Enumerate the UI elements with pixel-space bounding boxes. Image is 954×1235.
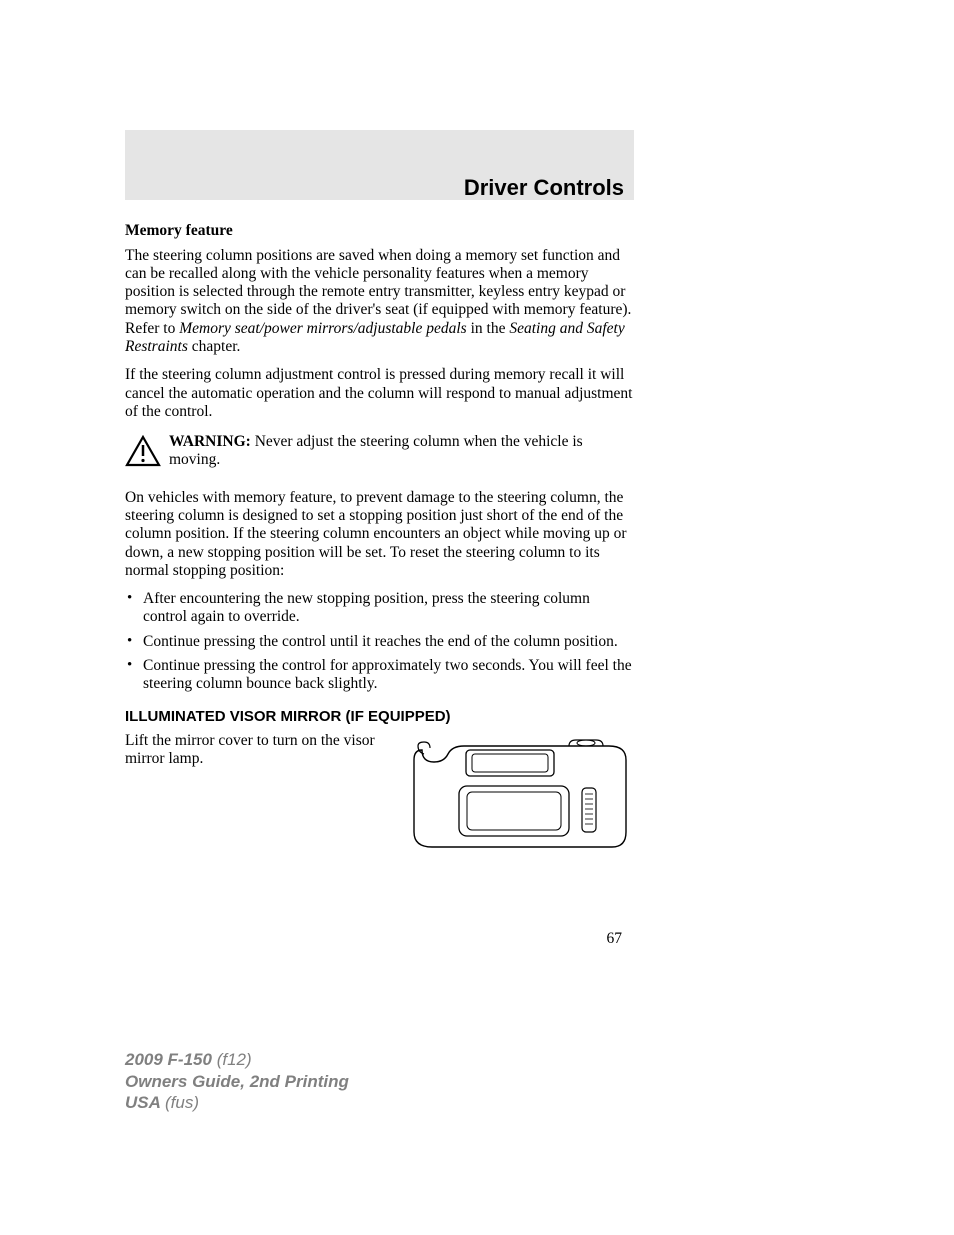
footer-line3: USA (fus): [125, 1092, 349, 1113]
memory-feature-para2: If the steering column adjustment contro…: [125, 366, 634, 421]
list-item: After encountering the new stopping posi…: [125, 590, 634, 627]
memory-feature-para1: The steering column positions are saved …: [125, 247, 634, 357]
list-item: Continue pressing the control until it r…: [125, 633, 634, 651]
memory-feature-heading: Memory feature: [125, 222, 634, 241]
page-content: Memory feature The steering column posit…: [125, 222, 634, 862]
memory-reset-para: On vehicles with memory feature, to prev…: [125, 489, 634, 580]
list-item: Continue pressing the control for approx…: [125, 657, 634, 694]
page-number: 67: [607, 930, 623, 948]
para1-part-c: chapter.: [188, 338, 241, 355]
footer-code2: (fus): [165, 1093, 199, 1112]
chapter-title: Driver Controls: [464, 175, 624, 201]
manual-page: Driver Controls Memory feature The steer…: [0, 0, 954, 1235]
warning-text: WARNING: Never adjust the steering colum…: [169, 433, 634, 470]
warning-label: WARNING:: [169, 433, 251, 450]
footer-line2: Owners Guide, 2nd Printing: [125, 1071, 349, 1092]
footer-model: 2009 F-150: [125, 1050, 217, 1069]
visor-row: Lift the mirror cover to turn on the vis…: [125, 732, 634, 863]
reset-steps-list: After encountering the new stopping posi…: [125, 590, 634, 693]
footer-block: 2009 F-150 (f12) Owners Guide, 2nd Print…: [125, 1049, 349, 1113]
visor-text: Lift the mirror cover to turn on the vis…: [125, 732, 404, 769]
footer-region: USA: [125, 1093, 165, 1112]
footer-line1: 2009 F-150 (f12): [125, 1049, 349, 1070]
para1-part-b: in the: [467, 320, 510, 337]
warning-box: WARNING: Never adjust the steering colum…: [125, 431, 634, 475]
warning-triangle-icon: [125, 435, 163, 473]
para1-italic1: Memory seat/power mirrors/adjustable ped…: [179, 320, 466, 337]
visor-mirror-illustration: [404, 732, 634, 863]
visor-heading: ILLUMINATED VISOR MIRROR (IF EQUIPPED): [125, 708, 634, 726]
footer-code1: (f12): [217, 1050, 252, 1069]
